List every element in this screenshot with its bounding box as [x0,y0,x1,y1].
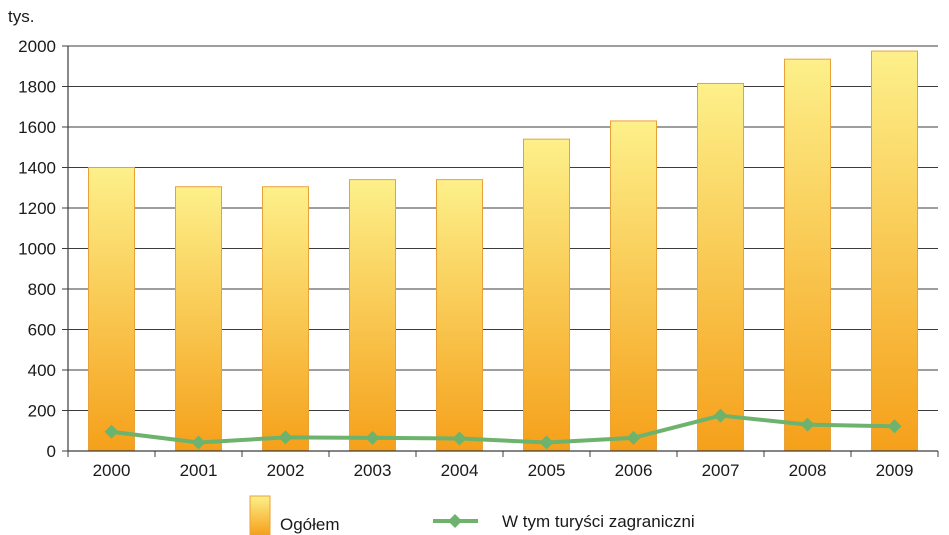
x-tick-label: 2006 [615,461,653,480]
x-axis-ticks: 2000 2001 2002 2003 2004 2005 2006 2007 2008 2009 [67,451,939,480]
x-tick-label: 2001 [180,461,218,480]
x-tick-label: 2002 [267,461,305,480]
x-tick-label: 2000 [93,461,131,480]
series-line [111,413,895,445]
bar-2004 [436,179,483,452]
legend-swatch-ogolem [249,495,271,535]
bar-2000 [88,167,135,452]
point-2003 [365,430,380,445]
point-2000 [104,424,119,439]
x-tick-label: 2003 [354,461,392,480]
point-2008 [800,417,815,432]
bar-2005 [523,138,570,452]
legend-label-ogolem: Ogółem [280,515,340,534]
legend-label-foreign: W tym turyści zagraniczni [502,512,695,531]
y-tick-label: 200 [28,402,56,421]
point-2009 [887,419,902,434]
bars-ogolem [88,50,918,452]
point-2007 [713,408,728,423]
legend: Ogółem W tym turyści zagraniczni [249,495,695,535]
bar-2007 [697,82,744,452]
y-tick-label: 1000 [18,240,56,259]
x-tick-label: 2004 [441,461,479,480]
bar-2003 [349,179,396,452]
point-2002 [278,430,293,445]
y-tick-label: 800 [28,280,56,299]
point-2005 [539,435,554,450]
y-axis-unit-label: tys. [8,7,34,26]
y-tick-label: 0 [47,442,56,461]
y-tick-label: 1600 [18,118,56,137]
point-2004 [452,431,467,446]
bar-2008 [784,58,831,452]
point-2001 [191,435,206,450]
bar-2001 [175,186,222,452]
y-tick-label: 600 [28,321,56,340]
y-tick-label: 2000 [18,37,56,56]
x-tick-label: 2005 [528,461,566,480]
y-axis-ticks: 0 200 400 600 800 1000 1200 1400 1600 1800 2000 [18,37,68,461]
bar-2006 [610,120,657,452]
y-tick-label: 1800 [18,78,56,97]
legend-marker [448,514,462,528]
y-tick-label: 400 [28,361,56,380]
x-tick-label: 2007 [702,461,740,480]
bar-2002 [262,186,309,452]
y-tick-label: 1400 [18,159,56,178]
x-tick-label: 2008 [789,461,827,480]
bar-2009 [871,50,918,452]
line-foreign-tourists [104,408,902,450]
y-tick-label: 1200 [18,199,56,218]
x-tick-label: 2009 [876,461,914,480]
point-2006 [626,430,641,445]
